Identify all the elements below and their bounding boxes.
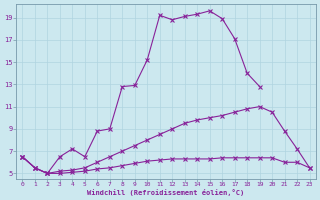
X-axis label: Windchill (Refroidissement éolien,°C): Windchill (Refroidissement éolien,°C) xyxy=(87,189,244,196)
